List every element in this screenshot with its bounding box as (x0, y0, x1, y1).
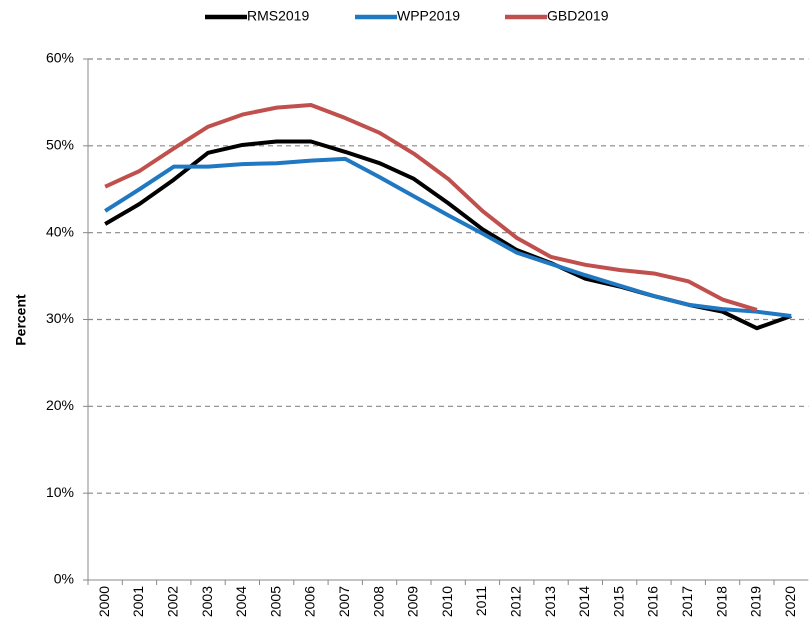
x-tick-label: 2014 (576, 586, 592, 617)
x-tick-label: 2018 (713, 586, 729, 617)
x-tick-label: 2008 (370, 586, 386, 617)
line (104, 103, 758, 312)
y-tick-label: 10% (46, 484, 74, 500)
x-tick-label: 2004 (233, 586, 249, 617)
x-tick-label: 2019 (748, 586, 764, 617)
x-tick-label: 2002 (164, 586, 180, 617)
legend-label: RMS2019 (247, 8, 309, 24)
x-tick-label: 2013 (542, 586, 558, 617)
y-tick-label: 60% (46, 50, 74, 66)
x-tick-label: 2009 (405, 586, 421, 617)
x-tick-label: 2003 (199, 586, 215, 617)
legend-label: WPP2019 (397, 8, 460, 24)
x-tick-label: 2005 (267, 586, 283, 617)
x-tick-label: 2000 (96, 586, 112, 617)
line (104, 139, 792, 331)
x-tick-label: 2016 (645, 586, 661, 617)
x-tick-label: 2012 (507, 586, 523, 617)
x-tick-label: 2010 (439, 586, 455, 617)
y-axis-label: Percent (13, 294, 29, 346)
y-tick-label: 30% (46, 310, 74, 326)
x-tick-label: 2020 (782, 586, 798, 617)
x-tick-label: 2007 (336, 586, 352, 617)
x-tick-label: 2001 (130, 586, 146, 617)
y-tick-label: 50% (46, 137, 74, 153)
y-tick-label: 0% (54, 571, 74, 587)
y-tick-label: 20% (46, 397, 74, 413)
line (104, 156, 792, 319)
x-tick-label: 2006 (302, 586, 318, 617)
x-tick-label: 2011 (473, 586, 489, 616)
legend-label: GBD2019 (547, 8, 609, 24)
x-tick-label: 2017 (679, 586, 695, 617)
y-tick-label: 40% (46, 223, 74, 239)
x-tick-label: 2015 (610, 586, 626, 617)
